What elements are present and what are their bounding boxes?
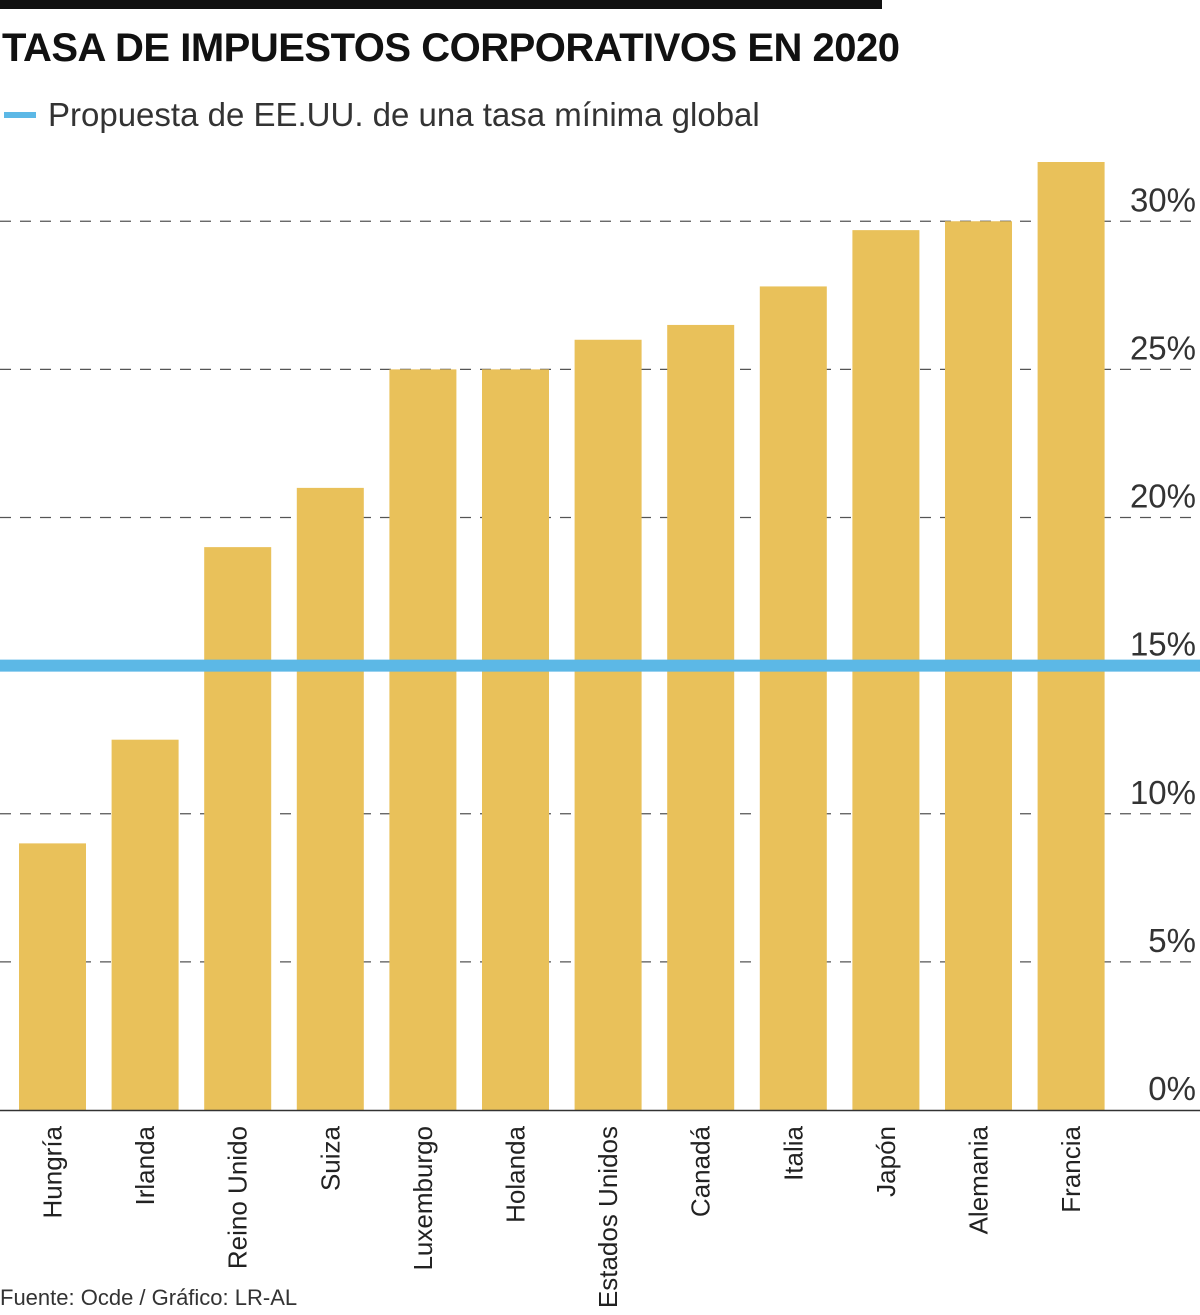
- bar-irlanda: [111, 739, 179, 1110]
- category-label: Hungría: [38, 1125, 68, 1218]
- legend: Propuesta de EE.UU. de una tasa mínima g…: [4, 96, 760, 134]
- y-tick-labels: 0% 5% 10% 15% 20% 25% 30%: [1130, 181, 1196, 1107]
- legend-swatch: [4, 112, 36, 118]
- bars: [19, 162, 1105, 1110]
- category-label: Italia: [778, 1125, 808, 1180]
- y-tick-label: 20%: [1130, 478, 1196, 515]
- y-tick-label: 5%: [1148, 922, 1196, 959]
- bar-estados-unidos: [574, 339, 642, 1110]
- category-labels: Hungría Irlanda Reino Unido Suiza Luxemburgo…: [38, 1125, 1087, 1308]
- y-tick-label: 10%: [1130, 774, 1196, 811]
- bar-canadá: [667, 324, 735, 1110]
- bar-reino-unido: [204, 547, 272, 1110]
- category-label: Alemania: [964, 1125, 994, 1234]
- legend-label: Propuesta de EE.UU. de una tasa mínima g…: [48, 96, 760, 133]
- bar-italia: [759, 286, 827, 1110]
- chart-title: TASA DE IMPUESTOS CORPORATIVOS EN 2020: [2, 26, 900, 70]
- bar-hungría: [19, 843, 86, 1110]
- y-tick-label: 30%: [1130, 181, 1196, 218]
- reference-line: [0, 659, 1200, 672]
- top-rule: [0, 0, 882, 9]
- category-label: Estados Unidos: [593, 1126, 623, 1308]
- category-label: Francia: [1056, 1125, 1086, 1212]
- category-label: Reino Unido: [223, 1126, 253, 1269]
- bar-francia: [1037, 162, 1105, 1110]
- y-tick-label: 25%: [1130, 329, 1196, 366]
- category-label: Suiza: [315, 1125, 345, 1191]
- y-tick-label: 15%: [1130, 626, 1196, 663]
- bar-holanda: [482, 369, 549, 1110]
- category-label: Luxemburgo: [408, 1126, 438, 1271]
- bar-suiza: [296, 487, 364, 1110]
- source-note: Fuente: Ocde / Gráfico: LR-AL: [0, 1285, 298, 1310]
- category-label: Irlanda: [130, 1125, 160, 1205]
- bar-luxemburgo: [389, 369, 457, 1110]
- category-label: Canadá: [686, 1125, 716, 1217]
- category-label: Japón: [871, 1126, 901, 1197]
- reference-line-group: [0, 659, 1200, 672]
- y-tick-label: 0%: [1148, 1070, 1196, 1107]
- category-label: Holanda: [501, 1125, 531, 1222]
